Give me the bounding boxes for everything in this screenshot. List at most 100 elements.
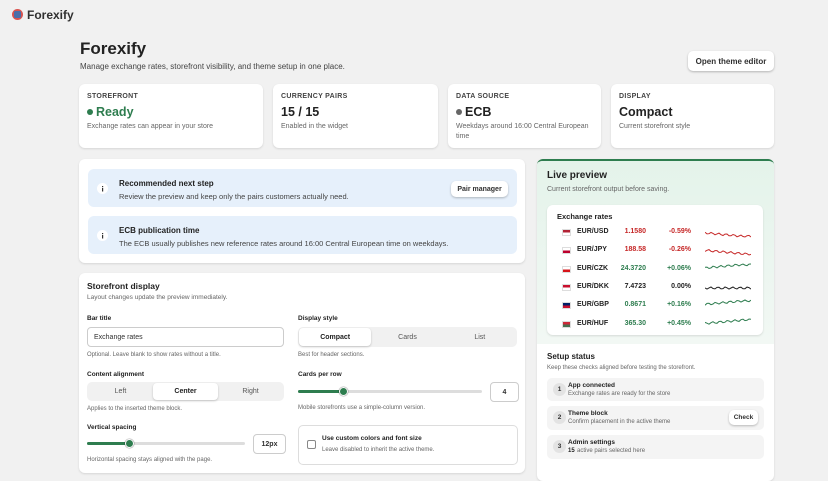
sparkline-path	[705, 249, 751, 256]
status-dot	[87, 109, 93, 115]
step-text: Exchange rates are ready for the store	[568, 391, 671, 397]
sparkline-path	[705, 317, 751, 325]
pair-manager-button[interactable]: Pair manager	[451, 181, 508, 197]
banner-text: Review the preview and keep only the pai…	[119, 192, 349, 201]
stat-label: DISPLAY	[619, 93, 651, 100]
flag	[562, 302, 571, 310]
field-label: Bar title	[87, 315, 112, 322]
setup-step: 3 Admin settings 15 active pairs selecte…	[547, 435, 764, 459]
pair: EUR/GBP	[577, 301, 609, 309]
step-title: App connected	[568, 382, 615, 389]
slider-track	[298, 390, 482, 393]
setup-step: 2 Theme block Confirm placement in the a…	[547, 406, 764, 430]
stat-value: Compact	[619, 105, 673, 119]
pair: EUR/USD	[577, 228, 609, 235]
settings-title: Storefront display	[87, 281, 160, 291]
step-text: active pairs selected here	[577, 448, 646, 454]
preview-subtitle: Current storefront output before saving.	[547, 186, 670, 193]
change: 0.00%	[671, 282, 691, 290]
field-help: Mobile storefronts use a simple-column v…	[298, 405, 426, 411]
pair: EUR/HUF	[577, 319, 609, 327]
check-button[interactable]: Check	[729, 410, 758, 425]
sparkline	[705, 249, 751, 256]
sparkline	[705, 263, 751, 269]
step-count: 15	[568, 448, 575, 454]
rate: 0.8671	[624, 301, 646, 309]
banner-title: ECB publication time	[119, 226, 200, 235]
logo	[12, 9, 23, 20]
stat-note: Weekdays around 16:00 Central European t…	[456, 123, 589, 140]
step-number: 1	[553, 383, 566, 396]
stat-note: Enabled in the widget	[281, 123, 348, 130]
stat-value: Ready	[96, 105, 134, 119]
page-title: Forexify	[80, 39, 147, 58]
sparkline-path	[705, 263, 751, 269]
bar-title-input[interactable]: Exchange rates	[87, 327, 284, 347]
step-number: 3	[553, 440, 566, 453]
sparkline	[705, 299, 751, 306]
stat-note: Current storefront style	[619, 123, 691, 130]
stat-card: CURRENCY PAIRS 15 / 15 Enabled in the wi…	[273, 84, 438, 148]
preview-title: Live preview	[547, 170, 608, 181]
sparkline	[705, 231, 751, 238]
pair: EUR/DKK	[577, 282, 609, 290]
checkbox[interactable]	[307, 440, 316, 449]
segment[interactable]: Right	[242, 388, 259, 395]
field-help: Best for header sections.	[298, 352, 365, 358]
stat-card: DISPLAY Compact Current storefront style	[611, 84, 774, 148]
setup-step: 1 App connected Exchange rates are ready…	[547, 378, 764, 401]
step-title: Admin settings	[568, 439, 615, 446]
page: Forexify Forexify Manage exchange rates,…	[12, 8, 774, 481]
info-icon	[97, 183, 108, 194]
change: +0.45%	[667, 319, 691, 327]
banner: ECB publication time The ECB usually pub…	[88, 216, 517, 254]
rate: 188.58	[624, 246, 646, 254]
option-help: Leave disabled to inherit the active the…	[322, 447, 435, 453]
slider-track	[87, 442, 245, 445]
settings-subtitle: Layout changes update the preview immedi…	[87, 294, 228, 301]
field-help: Applies to the inserted theme block.	[87, 406, 183, 412]
app-name: Forexify	[27, 8, 74, 22]
field-help: Horizontal spacing stays aligned with th…	[87, 457, 213, 463]
setup-title: Setup status	[547, 352, 596, 361]
change: -0.26%	[668, 246, 691, 254]
status-dot	[456, 109, 462, 115]
cards-per-row-value[interactable]: 4	[490, 382, 519, 402]
banner-title: Recommended next step	[119, 179, 214, 188]
widget-title: Exchange rates	[557, 212, 613, 221]
stat-label: STOREFRONT	[87, 93, 139, 100]
display-style-control: Compact Cards List	[298, 327, 517, 347]
flag	[562, 265, 571, 273]
field-label: Cards per row	[298, 371, 342, 378]
custom-colors-option[interactable]: Use custom colors and font size Leave di…	[298, 425, 518, 465]
sparkline	[705, 317, 751, 325]
rates-widget: Exchange rates EUR/USD 1.1580 -0.59% EUR/JP…	[547, 205, 763, 335]
change: +0.06%	[667, 264, 691, 272]
notices-card: Recommended next step Review the preview…	[79, 159, 525, 263]
setup-subtitle: Keep these checks aligned before testing…	[547, 365, 696, 371]
field-help: Optional. Leave blank to show rates with…	[87, 352, 221, 358]
rate: 1.1580	[624, 228, 646, 235]
vertical-spacing-value[interactable]: 12px	[253, 434, 286, 454]
stat-note: Exchange rates can appear in your store	[87, 123, 214, 130]
segment[interactable]: Cards	[398, 333, 417, 341]
rate: 365.30	[624, 319, 646, 327]
segment[interactable]: Compact	[299, 328, 372, 346]
sparkline-path	[705, 286, 751, 290]
stat-card: DATA SOURCE ECB Weekdays around 16:00 Ce…	[448, 84, 601, 148]
stat-value: 15 / 15	[281, 105, 320, 119]
segment[interactable]: Left	[114, 388, 127, 395]
theme-editor-button[interactable]: Open theme editor	[688, 51, 774, 71]
slider-knob[interactable]	[125, 439, 134, 448]
slider-knob[interactable]	[339, 387, 348, 396]
flag	[562, 247, 571, 255]
sparkline	[705, 286, 751, 290]
flag	[562, 320, 571, 328]
alignment-control: Left Center Right	[87, 382, 284, 401]
info-icon	[97, 230, 108, 241]
sparkline-path	[705, 299, 751, 306]
segment[interactable]: Center	[153, 383, 218, 400]
segment[interactable]: List	[474, 333, 486, 341]
page-subtitle: Manage exchange rates, storefront visibi…	[80, 62, 345, 71]
flag	[562, 229, 571, 236]
